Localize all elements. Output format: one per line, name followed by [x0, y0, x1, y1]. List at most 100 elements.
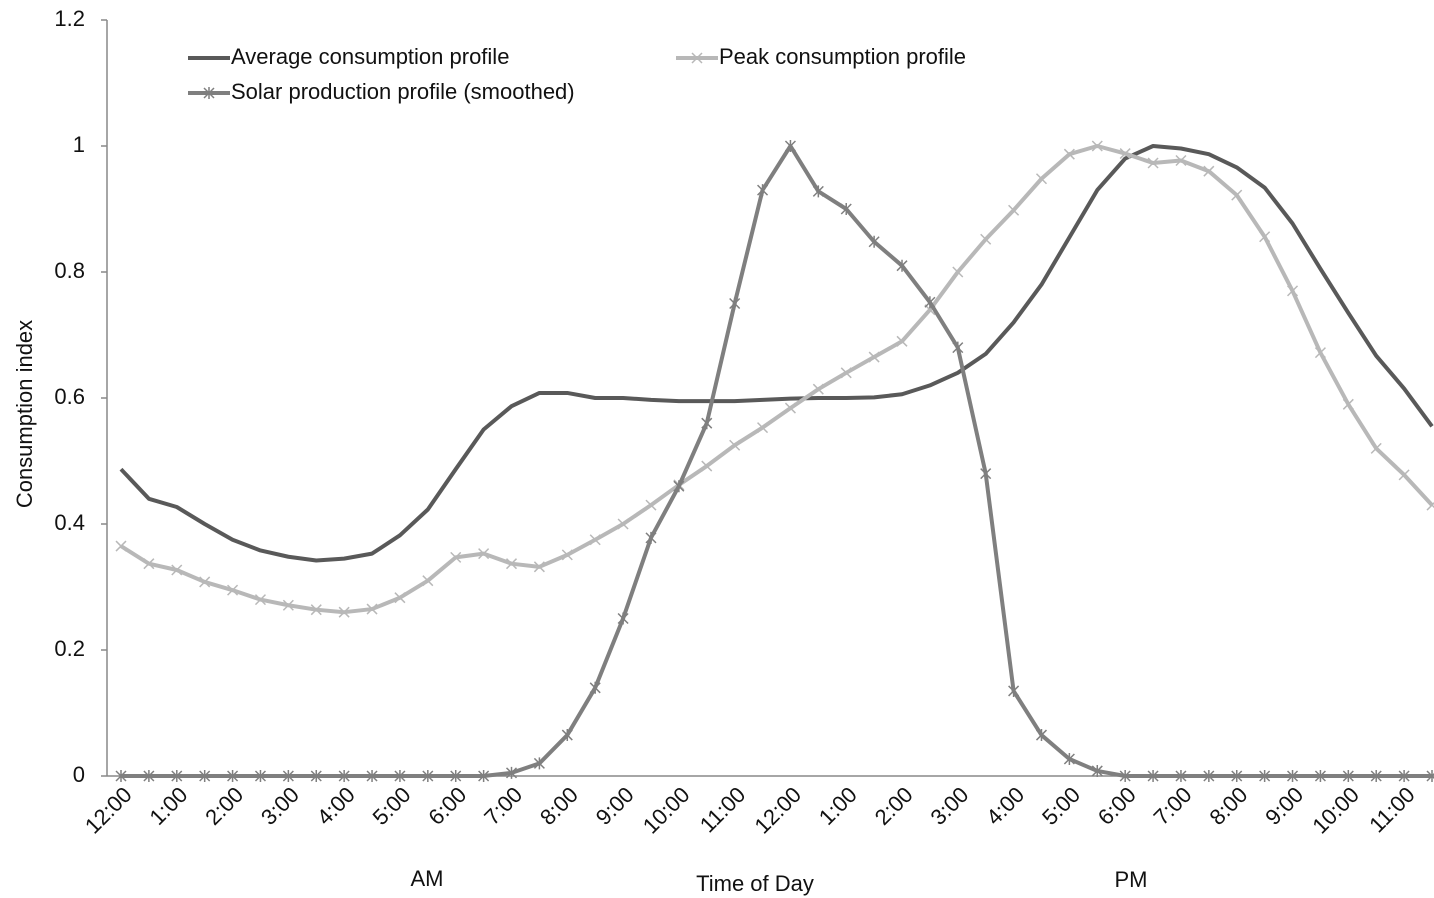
marker: [505, 766, 518, 779]
marker: [254, 594, 266, 606]
marker: [589, 534, 601, 546]
marker: [1259, 770, 1271, 782]
marker: [394, 770, 406, 782]
x-tick-label: 8:00: [1204, 782, 1252, 830]
marker: [1008, 684, 1020, 697]
marker: [1231, 770, 1243, 782]
marker: [1342, 398, 1354, 410]
y-tick-label: 1.2: [54, 6, 85, 31]
marker: [533, 561, 545, 573]
marker: [366, 770, 378, 782]
marker: [812, 383, 824, 395]
marker: [310, 604, 322, 616]
marker: [980, 467, 992, 480]
marker: [1426, 499, 1434, 511]
marker: [203, 87, 215, 99]
legend-label: Peak consumption profile: [719, 44, 966, 69]
marker: [1203, 165, 1215, 177]
marker: [673, 480, 685, 493]
marker: [952, 266, 964, 278]
x-tick-label: 2:00: [870, 782, 918, 830]
marker: [924, 296, 936, 309]
marker: [868, 351, 880, 363]
marker: [115, 540, 127, 552]
x-axis-label: Time of Day: [696, 871, 814, 896]
marker: [1119, 770, 1131, 782]
y-tick-label: 0.8: [54, 258, 85, 283]
marker: [784, 402, 796, 414]
marker: [143, 558, 155, 570]
x-tick-label: 6:00: [423, 782, 471, 830]
x-tick-label: 10:00: [1307, 782, 1364, 839]
marker: [1342, 770, 1354, 782]
y-tick-label: 0.4: [54, 510, 85, 535]
marker: [1203, 770, 1215, 782]
marker: [394, 592, 406, 604]
marker: [868, 235, 880, 248]
x-tick-label: 3:00: [925, 782, 973, 830]
marker: [1231, 189, 1243, 201]
marker: [171, 770, 183, 782]
x-tick-label: 9:00: [591, 782, 639, 830]
marker: [617, 518, 629, 530]
marker: [1091, 764, 1103, 777]
x-tick-label: 3:00: [256, 782, 304, 830]
marker: [254, 770, 266, 782]
marker: [450, 551, 462, 563]
marker: [115, 770, 127, 782]
marker: [1286, 770, 1299, 782]
x-tick-label: 11:00: [695, 782, 750, 837]
x-tick-label: 7:00: [479, 782, 527, 830]
marker: [1119, 148, 1131, 160]
marker: [1063, 148, 1075, 160]
line: [119, 144, 1434, 615]
marker: [1175, 154, 1187, 167]
marker: [199, 576, 211, 588]
marker: [1314, 770, 1326, 782]
y-axis-label: Consumption index: [12, 320, 37, 508]
marker: [338, 606, 350, 618]
marker: [450, 770, 462, 782]
marker: [282, 770, 294, 782]
marker: [1175, 770, 1187, 782]
x-tick-label: 5:00: [1037, 782, 1085, 830]
marker: [896, 259, 908, 272]
x-tick-label: 11:00: [1364, 782, 1419, 837]
marker: [701, 460, 713, 472]
marker: [478, 548, 490, 560]
x-tick-label: 5:00: [368, 782, 416, 830]
y-tick-label: 0.2: [54, 636, 85, 661]
marker: [227, 584, 239, 596]
marker: [691, 52, 703, 64]
legend-label: Solar production profile (smoothed): [231, 79, 575, 104]
line: [119, 144, 1434, 563]
marker: [1147, 770, 1159, 782]
annotation: PM: [1115, 867, 1148, 892]
marker: [505, 558, 518, 570]
marker: [729, 439, 741, 451]
x-tick-label: 1:00: [144, 782, 192, 830]
marker: [1370, 442, 1382, 454]
x-tick-label: 10:00: [638, 782, 695, 839]
y-tick-label: 0: [73, 762, 85, 787]
marker: [1035, 729, 1048, 742]
marker: [1035, 173, 1048, 185]
marker: [1398, 469, 1410, 481]
marker: [896, 335, 908, 347]
marker: [757, 184, 769, 197]
marker: [422, 770, 434, 782]
marker: [1063, 752, 1075, 765]
marker: [701, 417, 713, 430]
x-tick-label: 4:00: [312, 782, 360, 830]
marker: [757, 422, 769, 434]
marker: [1398, 770, 1410, 782]
marker: [310, 770, 322, 782]
x-tick-label: 12:00: [749, 782, 806, 839]
marker: [199, 770, 211, 782]
marker: [645, 531, 657, 544]
annotation: AM: [411, 866, 444, 891]
line: [121, 144, 1432, 778]
marker: [840, 203, 852, 215]
x-tick-label: 2:00: [200, 782, 248, 830]
